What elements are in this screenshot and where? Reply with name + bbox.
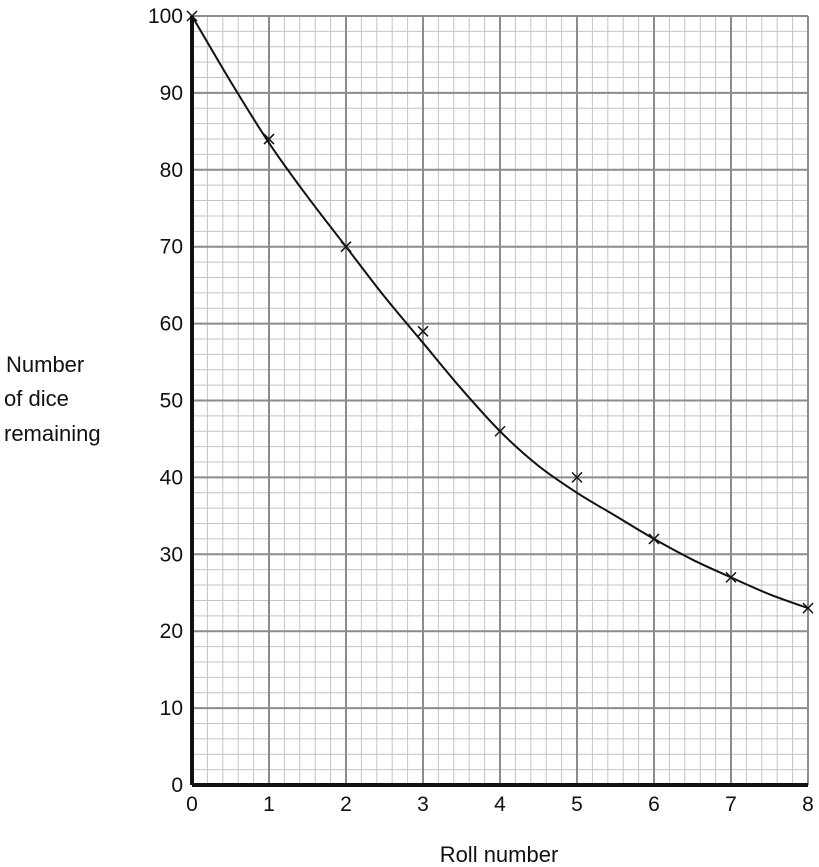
data-point-stroke bbox=[186, 10, 198, 22]
y-tick-label: 20 bbox=[160, 620, 183, 643]
y-tick-label: 40 bbox=[160, 466, 183, 489]
y-tick-label: 100 bbox=[148, 5, 183, 28]
data-point bbox=[494, 425, 506, 437]
x-tick-label: 6 bbox=[648, 793, 660, 816]
y-axis-title-line-1: Number bbox=[6, 352, 84, 377]
data-point bbox=[802, 602, 814, 614]
x-axis-title: Roll number bbox=[440, 842, 559, 867]
data-point-stroke bbox=[263, 133, 275, 145]
x-tick-label: 8 bbox=[802, 793, 814, 816]
data-points bbox=[186, 10, 814, 614]
y-tick-label: 30 bbox=[160, 543, 183, 566]
data-point bbox=[417, 325, 429, 337]
x-tick-label: 3 bbox=[417, 793, 429, 816]
data-point bbox=[648, 533, 660, 545]
x-tick-label: 1 bbox=[263, 793, 275, 816]
x-tick-label: 0 bbox=[186, 793, 198, 816]
data-point bbox=[725, 571, 737, 583]
data-point-stroke bbox=[494, 425, 506, 437]
data-point bbox=[571, 471, 583, 483]
y-tick-label: 60 bbox=[160, 313, 183, 336]
y-tick-labels: 0 10 20 30 40 50 60 70 80 90 100 bbox=[148, 5, 183, 797]
data-point bbox=[340, 241, 352, 253]
data-point-stroke bbox=[725, 571, 737, 583]
y-tick-label: 50 bbox=[160, 390, 183, 413]
x-tick-label: 2 bbox=[340, 793, 352, 816]
x-tick-label: 7 bbox=[725, 793, 737, 816]
major-grid bbox=[191, 15, 809, 786]
x-tick-label: 4 bbox=[494, 793, 506, 816]
x-tick-labels: 0 1 2 3 4 5 6 7 8 bbox=[186, 793, 814, 816]
data-point-stroke bbox=[417, 325, 429, 337]
y-axis-title-line-3: remaining bbox=[4, 421, 101, 446]
data-point-stroke bbox=[648, 533, 660, 545]
data-point-stroke bbox=[802, 602, 814, 614]
data-point bbox=[263, 133, 275, 145]
y-tick-label: 0 bbox=[171, 774, 183, 797]
data-point-stroke bbox=[340, 241, 352, 253]
y-tick-label: 80 bbox=[160, 159, 183, 182]
y-tick-label: 90 bbox=[160, 82, 183, 105]
y-tick-label: 10 bbox=[160, 697, 183, 720]
data-point-stroke bbox=[571, 471, 583, 483]
axes bbox=[190, 16, 808, 787]
data-point bbox=[186, 10, 198, 22]
y-tick-label: 70 bbox=[160, 236, 183, 259]
y-axis-title-line-2: of dice bbox=[4, 386, 69, 411]
x-tick-label: 5 bbox=[571, 793, 583, 816]
